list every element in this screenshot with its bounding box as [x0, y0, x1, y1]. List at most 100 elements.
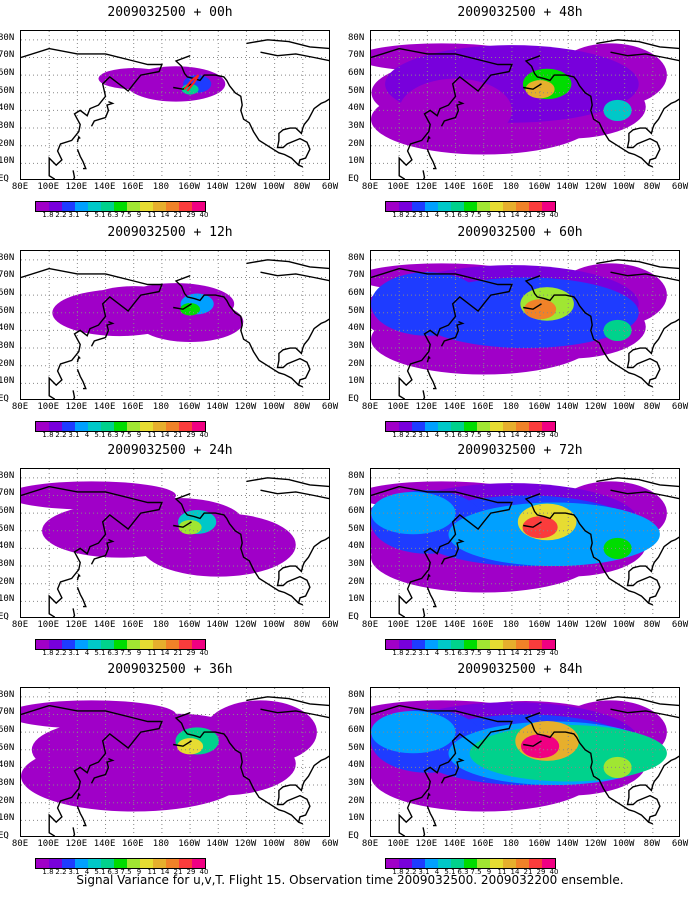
- longitude-label: 120E: [415, 839, 438, 849]
- colorbar-swatch: [114, 422, 127, 431]
- colorbar-label: 9: [486, 649, 492, 657]
- colorbar-label: 29: [186, 431, 196, 439]
- latitude-label: 10N: [348, 376, 365, 387]
- colorbar-label: 6.3: [457, 868, 469, 876]
- colorbar-label: 5.1: [94, 868, 106, 876]
- coastline: [246, 696, 329, 707]
- colorbar-label: 40: [549, 211, 559, 219]
- longitude-label: 80W: [643, 182, 660, 192]
- map-panel: 2009032500 + 00h 80N 70N 60N 50N 40N 30N 20N 10N…: [0, 5, 340, 219]
- variance-region: [204, 700, 317, 764]
- coastline: [90, 320, 115, 347]
- colorbar-swatch: [477, 640, 490, 649]
- colorbar-label: 21: [523, 211, 533, 219]
- colorbar-label: 4: [434, 211, 440, 219]
- longitude-label: 160E: [471, 402, 494, 412]
- colorbar-swatch: [49, 859, 62, 868]
- colorbar-swatch: [140, 202, 153, 211]
- latitude-label: 60N: [348, 288, 365, 299]
- latitude-label: 20N: [348, 795, 365, 806]
- colorbar-label: 9: [136, 649, 142, 657]
- colorbar-swatch: [399, 640, 412, 649]
- longitude-label: 80E: [11, 839, 29, 849]
- coastline: [426, 368, 437, 390]
- coastline: [173, 83, 192, 90]
- coastline: [260, 271, 329, 282]
- longitude-label: 100W: [612, 182, 635, 192]
- colorbar-swatch: [464, 859, 477, 868]
- colorbar-label: 9: [136, 868, 142, 876]
- colorbar-label: 11: [147, 868, 157, 876]
- variance-region: [177, 738, 204, 755]
- colorbar-swatch: [516, 640, 529, 649]
- latitude-label: 30N: [0, 778, 15, 789]
- colorbar-label: 11: [497, 211, 507, 219]
- coastline: [422, 608, 426, 617]
- variance-region: [371, 491, 456, 535]
- longitude-label: 180: [502, 620, 520, 630]
- colorbar-label: 7.5: [120, 431, 132, 439]
- variance-region: [136, 301, 244, 342]
- colorbar-label: 3.1: [68, 431, 80, 439]
- colorbar-swatch: [399, 422, 412, 431]
- colorbar-swatch: [503, 422, 516, 431]
- colorbar-label: 7.5: [470, 211, 482, 219]
- latitude-label: 20N: [348, 576, 365, 587]
- longitude-label: 120W: [584, 620, 607, 630]
- longitude-label: 160W: [178, 620, 200, 630]
- coastline: [524, 275, 654, 388]
- coastline: [626, 755, 679, 823]
- coastline: [371, 704, 513, 836]
- latitude-label: 60N: [0, 725, 15, 736]
- colorbar-swatch: [438, 859, 451, 868]
- colorbar-label: 11: [147, 431, 157, 439]
- colorbar-label: 40: [549, 431, 559, 439]
- colorbar-swatch: [438, 640, 451, 649]
- longitude-label: 100W: [612, 402, 635, 412]
- latitude-label: 80N: [0, 689, 15, 700]
- latitude-label: 10N: [0, 156, 15, 167]
- latitude-label: 70N: [0, 488, 15, 499]
- coastline: [422, 390, 426, 399]
- colorbar-swatch: [192, 202, 205, 211]
- latitude-label: 10N: [0, 813, 15, 824]
- colorbar-label: 40: [199, 868, 209, 876]
- longitude-label: 100W: [612, 620, 635, 630]
- variance-region: [520, 734, 560, 759]
- colorbar-label: 2.2: [55, 211, 67, 219]
- colorbar-swatch: [101, 640, 114, 649]
- colorbar-swatch: [166, 422, 179, 431]
- colorbar-label: 40: [199, 649, 209, 657]
- colorbar-label: 29: [536, 211, 546, 219]
- colorbar-label: 6.3: [457, 211, 469, 219]
- latitude-label: 80N: [0, 32, 15, 43]
- latitude-label: 60N: [0, 288, 15, 299]
- colorbar-swatch: [127, 422, 140, 431]
- longitude-label: 120E: [65, 182, 88, 192]
- coastline: [422, 170, 426, 179]
- colorbar-label: 5.1: [94, 431, 106, 439]
- colorbar: [35, 201, 206, 212]
- colorbar-label: 9: [486, 211, 492, 219]
- colorbar-swatch: [88, 859, 101, 868]
- colorbar-swatch: [153, 422, 166, 431]
- latitude-label: 40N: [0, 760, 15, 771]
- longitude-label: 140W: [556, 182, 579, 192]
- colorbar-label: 3.1: [68, 649, 80, 657]
- coastline: [76, 148, 87, 170]
- colorbar-swatch: [386, 859, 399, 868]
- longitude-label: 140E: [93, 402, 116, 412]
- colorbar-swatch: [490, 859, 503, 868]
- colorbar-label: 4: [434, 431, 440, 439]
- longitude-label: 100E: [387, 182, 410, 192]
- colorbar-label: 7.5: [470, 649, 482, 657]
- map-canvas: [371, 469, 679, 617]
- longitude-label: 80E: [361, 402, 379, 412]
- colorbar-swatch: [399, 859, 412, 868]
- longitude-label: 80E: [361, 620, 379, 630]
- colorbar-label: 1.8: [392, 211, 404, 219]
- colorbar-swatch: [529, 422, 542, 431]
- latitude-label: 30N: [348, 778, 365, 789]
- longitude-label: 100W: [262, 402, 285, 412]
- colorbar-label: 4: [84, 211, 90, 219]
